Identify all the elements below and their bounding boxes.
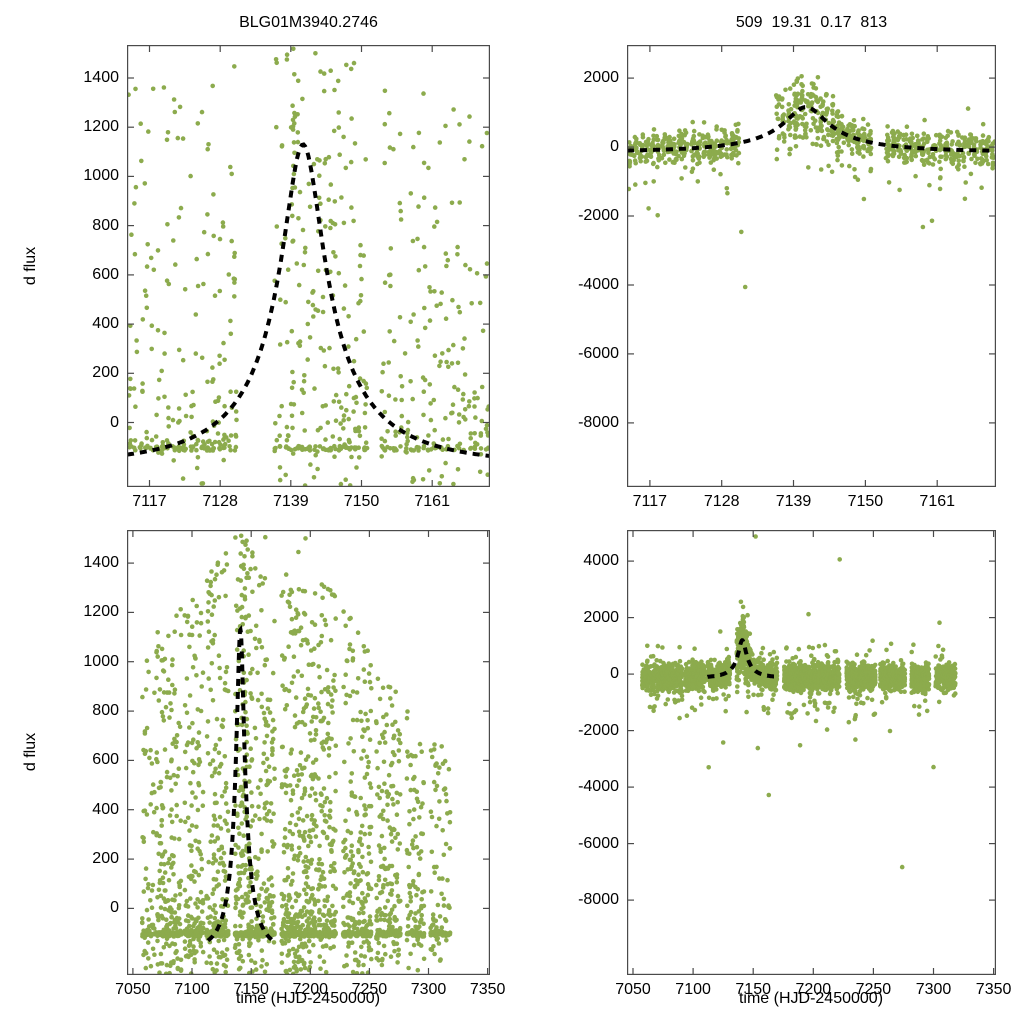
y-tick-label: 2000 [583, 608, 619, 626]
x-tick-label: 7150 [233, 981, 269, 998]
model-curve [206, 624, 276, 944]
model-curve [627, 105, 996, 153]
x-tick-label: 7100 [174, 981, 210, 998]
y-tick-label: 400 [92, 315, 119, 333]
y-tick-label: -6000 [578, 834, 619, 852]
y-tick-label: -2000 [578, 721, 619, 739]
y-tick-label: 1200 [83, 118, 119, 136]
x-axis-label-left-column: time (HJD-2450000) [235, 990, 381, 1007]
x-tick-label: 7350 [469, 981, 506, 998]
x-tick-label: 7150 [847, 493, 884, 510]
model-curve [127, 142, 490, 458]
x-tick-label: 7050 [615, 981, 651, 998]
x-tick-label: 7139 [775, 493, 812, 510]
plot-frame [627, 530, 996, 975]
x-tick-label: 7050 [115, 981, 151, 998]
x-tick-label: 7200 [292, 981, 329, 998]
x-tick-label: 7300 [410, 981, 447, 998]
x-tick-label: 7139 [273, 493, 309, 510]
plot-frame [627, 45, 996, 487]
x-tick-label: 7161 [414, 493, 450, 510]
plot-frame [127, 530, 490, 975]
y-tick-label: -6000 [578, 344, 619, 362]
x-tick-label: 7350 [975, 981, 1012, 998]
y-tick-label: 800 [92, 702, 119, 720]
x-tick-label: 7128 [202, 493, 238, 510]
y-tick-label: 400 [92, 800, 119, 818]
panel-top-right-plot [627, 45, 996, 487]
y-tick-label: 800 [92, 216, 119, 234]
panel-top-left-plot [127, 45, 490, 487]
y-tick-label: -4000 [578, 778, 619, 796]
x-tick-label: 7300 [915, 981, 952, 998]
y-tick-label: 1400 [83, 554, 119, 572]
y-tick-label: 600 [92, 265, 119, 283]
y-axis-label-top-row: d flux [22, 246, 39, 286]
panel-top-right-title: 509 19.31 0.17 813 [735, 14, 888, 31]
x-tick-label: 7128 [703, 493, 740, 510]
y-tick-label: 0 [110, 899, 119, 917]
y-tick-label: 600 [92, 751, 119, 769]
y-tick-label: 200 [92, 850, 119, 868]
y-tick-label: 0 [610, 665, 619, 683]
y-tick-label: 2000 [583, 69, 619, 87]
scatter-points [640, 534, 958, 870]
scatter-points [139, 533, 453, 975]
y-tick-label: 1400 [83, 68, 119, 86]
x-tick-label: 7250 [855, 981, 892, 998]
y-tick-label: -4000 [578, 275, 619, 293]
panel-bottom-right-plot [627, 530, 996, 975]
y-tick-label: 1200 [83, 603, 119, 621]
scatter-points [627, 74, 996, 290]
y-tick-label: 1000 [83, 167, 119, 185]
y-tick-label: -8000 [578, 413, 619, 431]
x-tick-label: 7117 [132, 493, 167, 510]
y-axis-label-bottom-row: d flux [22, 732, 39, 772]
x-axis-label-right-column: time (HJD-2450000) [738, 990, 884, 1007]
panel-bottom-left-plot [127, 530, 490, 975]
x-tick-label: 7150 [735, 981, 771, 998]
y-tick-label: -2000 [578, 207, 619, 224]
y-tick-label: 4000 [583, 552, 619, 570]
panel-top-left-title: BLG01M3940.2746 [239, 14, 378, 31]
x-tick-label: 7200 [795, 981, 832, 998]
y-tick-label: -8000 [578, 891, 619, 909]
y-tick-label: 1000 [83, 652, 119, 670]
y-tick-label: 0 [110, 413, 119, 431]
x-tick-label: 7161 [919, 493, 956, 510]
y-tick-label: 200 [92, 364, 119, 382]
plot-frame [127, 45, 490, 487]
scatter-points [127, 46, 490, 487]
x-tick-label: 7117 [632, 493, 668, 510]
model-curve [706, 638, 777, 679]
y-tick-label: 0 [610, 138, 619, 156]
x-tick-label: 7250 [351, 981, 388, 998]
x-tick-label: 7100 [675, 981, 711, 998]
x-tick-label: 7150 [343, 493, 380, 510]
